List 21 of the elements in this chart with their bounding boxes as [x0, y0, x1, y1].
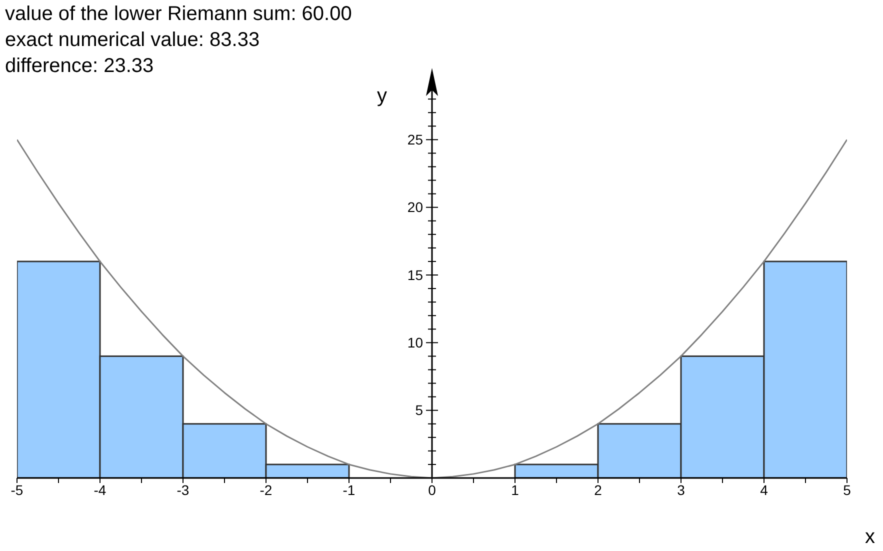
text: exact numerical value: 83.33 — [5, 29, 260, 51]
x-tick-label: -1 — [342, 482, 356, 498]
x-tick-label: -5 — [10, 482, 24, 498]
y-tick-label: 15 — [407, 266, 424, 283]
x-tick-label: 3 — [677, 482, 686, 498]
x-tick-label: -3 — [176, 482, 190, 498]
text: value of the lower Riemann sum: 60.00 — [5, 3, 352, 25]
x-axis-title: x — [865, 526, 875, 548]
x-tick-label: -2 — [260, 482, 272, 498]
y-tick-label: 10 — [407, 334, 424, 351]
x-tick-label: 1 — [511, 482, 520, 498]
x-tick-label: 4 — [760, 482, 768, 498]
x-tick-label: 2 — [594, 482, 602, 498]
x-tick-label: 0 — [428, 482, 436, 498]
x-tick-label: 5 — [843, 482, 852, 498]
y-axis-title: y — [377, 85, 387, 107]
x-tick-label: -4 — [94, 482, 106, 498]
y-tick-label: 20 — [407, 199, 424, 216]
y-tick-label: 25 — [407, 132, 424, 148]
y-tick-label: 5 — [415, 402, 424, 418]
annotation: difference: 23.33 — [5, 55, 154, 77]
